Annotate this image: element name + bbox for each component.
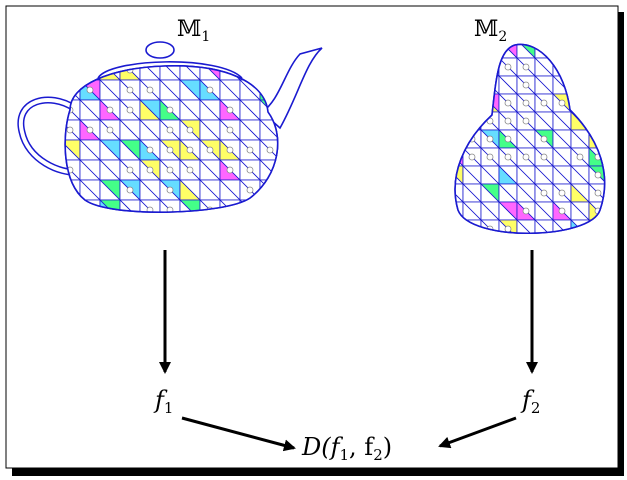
- frame-shadow-bottom: [12, 468, 624, 476]
- mesh-vertex: [522, 117, 530, 125]
- mesh-vertex: [126, 186, 134, 194]
- mesh-vertex: [66, 126, 74, 134]
- mesh-vertex: [146, 86, 154, 94]
- mesh-vertex: [540, 189, 548, 197]
- mesh-vertex: [86, 126, 94, 134]
- mesh-vertex: [126, 106, 134, 114]
- mesh-vertex: [504, 225, 512, 233]
- mesh-vertex: [594, 189, 602, 197]
- mesh-vertex: [522, 99, 530, 107]
- mesh-vertex: [558, 189, 566, 197]
- mesh-vertex: [504, 99, 512, 107]
- mesh-vertex: [486, 117, 494, 125]
- mesh-face: [552, 219, 572, 234]
- mesh-vertex: [594, 171, 602, 179]
- mesh-vertex: [126, 86, 134, 94]
- mesh-vertex: [266, 146, 274, 154]
- mesh-face: [455, 165, 464, 185]
- mesh-vertex: [206, 146, 214, 154]
- mesh-vertex: [558, 99, 566, 107]
- mesh-vertex: [246, 146, 254, 154]
- mesh-vertex: [166, 146, 174, 154]
- mesh-vertex: [166, 106, 174, 114]
- mesh-vertex: [504, 153, 512, 161]
- mesh-vertex: [226, 106, 234, 114]
- mesh-vertex: [576, 153, 584, 161]
- mesh-vertex: [146, 166, 154, 174]
- mesh-vertex: [468, 153, 476, 161]
- mesh-vertex: [166, 126, 174, 134]
- mesh-vertex: [522, 81, 530, 89]
- mesh-vertex: [186, 126, 194, 134]
- mesh-1-label: 𝕄1: [177, 17, 210, 45]
- mesh-vertex: [558, 207, 566, 215]
- distance-label: D(f1, f2): [301, 433, 392, 464]
- mesh-vertex: [504, 117, 512, 125]
- mesh-vertex: [106, 106, 114, 114]
- mesh-vertex: [226, 146, 234, 154]
- mesh-face: [516, 219, 536, 234]
- mesh-vertex: [166, 166, 174, 174]
- mesh-vertex: [166, 186, 174, 194]
- mesh-vertex: [106, 126, 114, 134]
- mesh-outline: [454, 43, 606, 235]
- mesh-vertex: [186, 166, 194, 174]
- mesh-vertex: [522, 153, 530, 161]
- mesh-vertex: [540, 99, 548, 107]
- mesh-vertex: [186, 146, 194, 154]
- mesh-vertex: [246, 166, 254, 174]
- mesh-vertex: [246, 186, 254, 194]
- mesh-outline: [64, 65, 279, 213]
- frame-shadow-right: [618, 12, 624, 476]
- mesh-face: [179, 199, 201, 213]
- mesh-vertex: [504, 63, 512, 71]
- arrow-f2-to-distance: [438, 416, 517, 449]
- mesh-vertex: [146, 146, 154, 154]
- mesh-vertex: [540, 153, 548, 161]
- pear-mesh-icon: [454, 43, 606, 235]
- mesh-vertex: [86, 86, 94, 94]
- teapot-mesh-icon: [17, 41, 323, 213]
- mesh-face: [455, 183, 464, 203]
- arrow-f1-to-distance: [181, 416, 296, 452]
- mesh-vertex: [486, 153, 494, 161]
- mesh-vertex: [486, 135, 494, 143]
- mesh-vertex: [540, 135, 548, 143]
- mesh-vertex: [226, 166, 234, 174]
- mesh-vertex: [504, 135, 512, 143]
- mesh-2-label: 𝕄2: [474, 17, 507, 45]
- mesh-vertex: [126, 166, 134, 174]
- mesh-vertex: [226, 126, 234, 134]
- mesh-vertex: [522, 63, 530, 71]
- mesh-vertex: [522, 207, 530, 215]
- mesh-face: [534, 219, 554, 234]
- mesh-vertex: [206, 86, 214, 94]
